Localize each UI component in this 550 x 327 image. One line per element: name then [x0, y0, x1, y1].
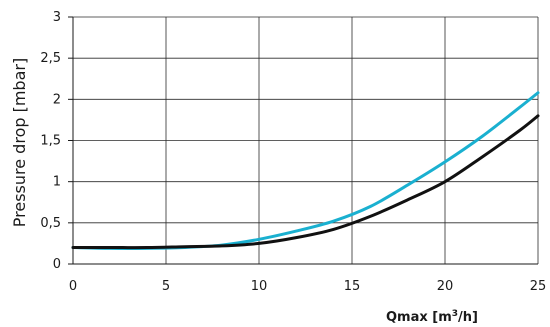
y-tick-label: 0 — [53, 257, 61, 272]
grid — [73, 16, 539, 264]
x-tick-label: 15 — [344, 279, 361, 294]
series-line-2 — [71, 114, 540, 250]
series-lines — [71, 91, 540, 250]
y-tick-label: 0,5 — [40, 216, 61, 231]
x-tick-label: 10 — [251, 279, 268, 294]
y-tick-label: 3 — [53, 10, 61, 25]
series-line-1 — [71, 91, 540, 250]
x-tick-label: 25 — [530, 279, 547, 294]
tick-labels: 0 0,5 1 1,5 2 2,5 3 0 5 10 15 20 25 — [40, 10, 546, 294]
axes — [68, 16, 538, 265]
x-tick-label: 0 — [69, 279, 77, 294]
y-axis-label: Pressure drop [mbar] — [10, 58, 29, 227]
x-tick-label: 20 — [437, 279, 454, 294]
y-tick-label: 2 — [53, 92, 61, 107]
y-tick-label: 2,5 — [40, 51, 61, 66]
x-tick-label: 5 — [162, 279, 170, 294]
y-tick-label: 1,5 — [40, 134, 61, 149]
x-axis-label: Qmax [m3/h] — [386, 309, 478, 325]
y-tick-label: 1 — [53, 175, 61, 190]
